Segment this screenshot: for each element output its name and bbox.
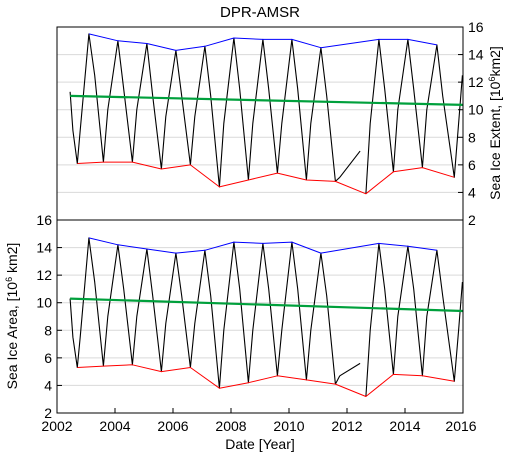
series-line-extent-gap-segment-2	[339, 150, 361, 178]
y-tick-label: 2	[468, 212, 476, 228]
series-line-extent-trend-5	[70, 94, 464, 106]
y-tick-label: 6	[44, 350, 52, 366]
x-tick-label: 2002	[41, 418, 72, 434]
tick-layer: 2 4 6 8 10 12 14 16 2 4 6 8 10 12 14 16 2002 2004 2006 2008…	[36, 19, 483, 434]
x-tick-label: 2010	[273, 418, 304, 434]
bottom-y-axis-label: Sea Ice Area, [106 km2]	[4, 243, 20, 390]
series-layer	[69, 33, 464, 397]
y-tick-label: 14	[468, 47, 484, 63]
series-line-extent-seasonal-cycle-1	[365, 38, 463, 194]
x-tick-label: 2012	[331, 418, 362, 434]
y-tick-label: 10	[468, 102, 484, 118]
series-line-area-maxima-envelope-3	[88, 237, 437, 254]
grid-layer	[57, 54, 463, 386]
series-line-area-gap-segment-2	[339, 362, 361, 377]
x-tick-label: 2004	[99, 418, 130, 434]
series-line-area-seasonal-cycle-0	[69, 237, 341, 389]
series-line-area-trend-5	[70, 297, 464, 313]
y-tick-label: 6	[468, 157, 476, 173]
x-tick-label: 2014	[389, 418, 420, 434]
series-line-area-minima-envelope-4	[77, 364, 455, 397]
y-tick-label: 2	[44, 405, 52, 421]
y-tick-label: 8	[468, 129, 476, 145]
top-y-axis-label: Sea Ice Extent, [106km2]	[487, 46, 503, 200]
y-tick-label: 12	[36, 267, 52, 283]
x-tick-label: 2008	[215, 418, 246, 434]
x-axis-label: Date [Year]	[225, 436, 295, 452]
y-tick-label: 14	[36, 240, 52, 256]
series-line-extent-seasonal-cycle-0	[69, 33, 341, 188]
series-line-area-seasonal-cycle-1	[365, 242, 463, 397]
series-line-extent-minima-envelope-4	[77, 161, 455, 195]
axes-frames	[56, 26, 464, 414]
y-tick-label: 10	[36, 295, 52, 311]
bottom-plot-frame	[56, 219, 464, 414]
y-tick-label: 4	[468, 184, 476, 200]
y-tick-label: 8	[44, 322, 52, 338]
series-line-extent-maxima-envelope-3	[88, 33, 437, 51]
x-tick-label: 2016	[445, 418, 476, 434]
top-plot-frame	[56, 26, 464, 221]
y-tick-label: 12	[468, 74, 484, 90]
y-tick-label: 16	[468, 19, 484, 35]
x-tick-label: 2006	[157, 418, 188, 434]
y-tick-label: 16	[36, 212, 52, 228]
chart-title: DPR-AMSR	[220, 4, 300, 21]
y-tick-label: 4	[44, 377, 52, 393]
